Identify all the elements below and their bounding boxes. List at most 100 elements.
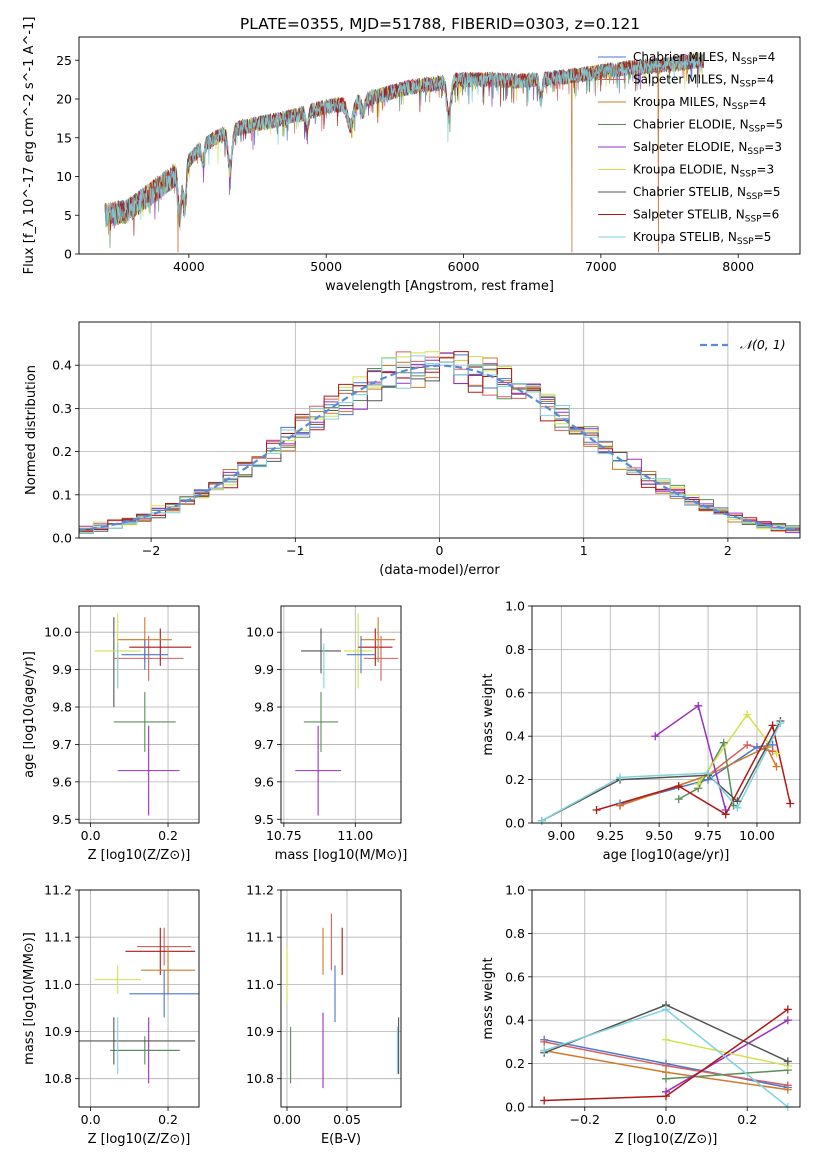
y-tick-label: 11.0 — [246, 977, 274, 992]
weight-marker-2-0 — [616, 801, 625, 810]
x-tick-label: 0.2 — [737, 1112, 757, 1127]
x-tick-label: 8000 — [722, 259, 754, 274]
x-axis-label: E(B-V) — [321, 1132, 361, 1147]
weight-marker-5-2 — [772, 749, 781, 758]
y-tick-label: 0.0 — [52, 531, 72, 546]
age-vs-mass-panel: 10.75 11.00 9.5 9.6 9.7 9.8 9.9 10.0 mass [log10… — [246, 605, 408, 863]
y-tick-label: 10.0 — [44, 625, 72, 640]
y-tick-label: 9.9 — [254, 662, 274, 677]
y-tick-label: 9.8 — [254, 700, 274, 715]
x-tick-label: 9.00 — [547, 828, 575, 843]
y-tick-label: 0.3 — [52, 401, 72, 416]
weight-marker-5-0 — [662, 1035, 670, 1044]
x-tick-label: 0 — [436, 543, 444, 558]
x-tick-label: 0.00 — [273, 1112, 301, 1127]
weight-line-8 — [541, 722, 782, 822]
weight-marker-4-0 — [651, 732, 660, 741]
y-tick-label: 9.8 — [52, 700, 72, 715]
y-tick-label: 0.2 — [52, 444, 72, 459]
y-tick-label: 5 — [64, 208, 72, 223]
weight-marker-5-0 — [694, 779, 703, 788]
weight-marker-8-3 — [733, 803, 742, 812]
legend-label-8: Kroupa STELIB, NSSP=5 — [633, 230, 771, 247]
y-tick-label: 9.5 — [52, 812, 72, 827]
plot-area — [79, 351, 800, 534]
weight-marker-5-1 — [743, 710, 752, 719]
x-tick-label: 0.0 — [81, 828, 101, 843]
y-axis-label: mass [log10(M/M⊙)] — [22, 932, 37, 1065]
x-tick-label: 9.75 — [694, 828, 722, 843]
y-tick-label: 0.4 — [505, 1013, 525, 1028]
x-tick-label: 0.0 — [656, 1112, 676, 1127]
y-tick-label: 11.2 — [44, 883, 72, 898]
axes-frame — [280, 889, 402, 1108]
y-tick-label: 0.4 — [52, 358, 72, 373]
y-tick-label: 0 — [64, 247, 72, 262]
legend-label-6: Chabrier STELIB, NSSP=5 — [633, 185, 781, 202]
y-tick-label: 9.5 — [254, 812, 274, 827]
plot-area — [295, 613, 399, 816]
weight-line-4 — [665, 1019, 789, 1093]
weight-line-3 — [665, 1069, 788, 1080]
weight-marker-2-2 — [762, 743, 771, 752]
weight-marker-7-0 — [592, 805, 601, 814]
y-axis-label: mass weight — [481, 957, 496, 1039]
plot-area — [94, 613, 192, 816]
weight-line-7 — [596, 723, 791, 816]
y-tick-label: 0.8 — [505, 642, 525, 657]
axes-frame — [78, 605, 200, 824]
plot-area — [79, 927, 199, 1084]
grid-lines — [79, 606, 199, 823]
y-tick-label: 9.9 — [52, 662, 72, 677]
x-tick-label: 1 — [580, 543, 588, 558]
weight-vs-metallicity-panel: −0.2 0.0 0.2 0.0 0.2 0.4 0.6 0.8 1.0 Z [log10(Z/Z… — [481, 883, 801, 1147]
y-tick-label: 0.8 — [505, 926, 525, 941]
x-axis-label: Z [log10(Z/Z⊙)] — [88, 848, 191, 863]
y-tick-label: 9.6 — [254, 774, 274, 789]
y-tick-label: 0.1 — [52, 487, 72, 502]
spectrum-line-8 — [104, 53, 705, 231]
x-axis-label: mass [log10(M/M⊙)] — [275, 848, 408, 863]
weight-marker-3-0 — [674, 795, 683, 804]
grid-lines — [281, 889, 401, 1107]
y-tick-label: 11.1 — [246, 930, 274, 945]
spectrum-legend: Chabrier MILES, NSSP=4 Salpeter MILES, NS… — [598, 50, 783, 247]
legend-label-5: Kroupa ELODIE, NSSP=3 — [633, 163, 774, 180]
x-tick-label: 10.00 — [739, 828, 775, 843]
y-axis-label: Flux [f_λ 10^-17 erg cm^-2 s^-1 A^-1] — [22, 17, 37, 275]
axes-frame — [78, 889, 200, 1108]
y-tick-label: 15 — [56, 130, 72, 145]
gaussian-reference-curve — [79, 364, 800, 532]
x-tick-label: 11.00 — [337, 828, 373, 843]
legend-label-4: Salpeter ELODIE, NSSP=3 — [633, 140, 782, 157]
plot-area — [286, 913, 400, 1089]
weight-marker-7-1 — [674, 782, 683, 791]
x-tick-label: −1 — [286, 543, 304, 558]
weight-marker-7-2 — [783, 1005, 792, 1014]
y-tick-label: 0.0 — [505, 1100, 525, 1115]
y-axis-label: Normed distribution — [24, 365, 39, 495]
x-tick-label: 0.05 — [333, 1112, 361, 1127]
figure-title: PLATE=0355, MJD=51788, FIBERID=0303, z=0… — [240, 15, 640, 33]
y-tick-label: 10.8 — [246, 1071, 274, 1086]
y-tick-label: 10.0 — [246, 625, 274, 640]
weight-marker-7-4 — [786, 799, 795, 808]
weight-vs-age-panel: 9.00 9.25 9.50 9.75 10.00 0.0 0.2 0.4 0.6 0.8 1.0 a… — [481, 599, 801, 863]
y-tick-label: 9.6 — [52, 774, 72, 789]
legend-label-3: Chabrier ELODIE, NSSP=5 — [633, 118, 783, 135]
y-tick-label: 9.7 — [254, 737, 274, 752]
age-vs-metallicity-panel: 0.0 0.2 9.5 9.6 9.7 9.8 9.9 10.0 Z [log10(Z/Z⊙)]… — [22, 605, 200, 863]
grid-lines — [281, 606, 401, 823]
grid-lines — [79, 889, 199, 1107]
axes-frame — [531, 889, 801, 1108]
weight-marker-8-0 — [540, 1046, 549, 1055]
residual-histogram-5 — [79, 351, 800, 532]
axes-frame — [78, 321, 801, 539]
x-tick-label: 7000 — [585, 259, 617, 274]
x-tick-label: 0.2 — [158, 1112, 178, 1127]
weight-marker-8-0 — [537, 816, 546, 825]
y-tick-label: 10.9 — [246, 1024, 274, 1039]
y-tick-label: 11.1 — [44, 930, 72, 945]
plot-area — [104, 52, 705, 253]
